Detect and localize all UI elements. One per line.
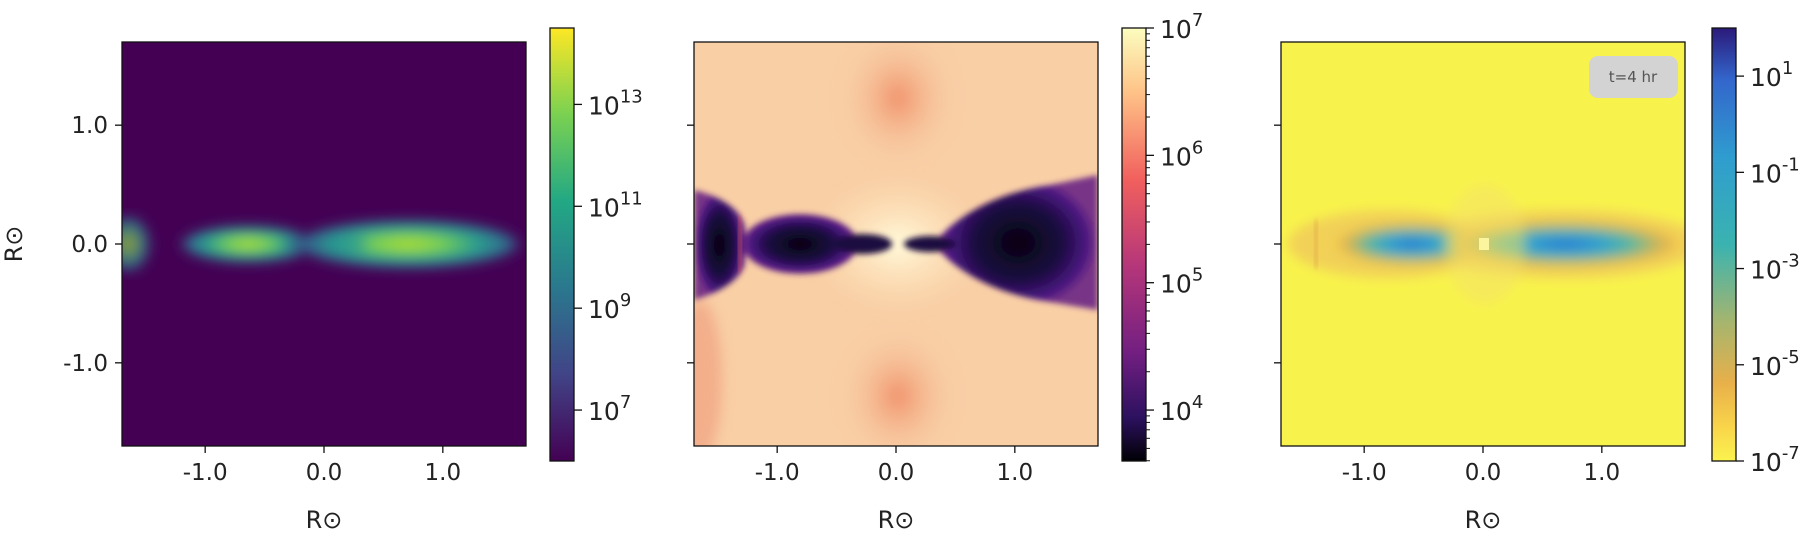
colorbar-tick-label: 101 [1750,58,1793,92]
x-tick-label: 0.0 [306,460,343,486]
panel-3-annotation-badge: t=4 hr [1589,56,1678,98]
panel-3-colorbar [1711,27,1737,462]
panel-1-y-axis: 1.0 0.0 -1.0 [63,113,122,377]
colorbar-tick-label: 106 [1160,137,1203,171]
panel-1-ylabel: R⊙ [0,226,28,263]
colorbar-tick-label: 107 [588,392,631,426]
panel-2-xlabel: R⊙ [878,506,915,534]
x-tick-label: -1.0 [183,460,228,486]
x-tick-label: 1.0 [997,460,1034,486]
panel-1-colorbar [549,27,575,462]
x-tick-label: 1.0 [425,460,462,486]
x-tick-label: -1.0 [755,460,800,486]
colorbar-tick-label: 10-7 [1750,443,1800,477]
panel-2-colorbar [1121,27,1147,462]
colorbar-tick-label: 109 [588,290,631,324]
colorbar-tick-label: 104 [1160,392,1203,426]
panel-3-x-axis: -1.0 0.0 1.0 [1342,446,1620,486]
panel-3-y-axis [1274,124,1281,364]
colorbar-tick-label: 10-5 [1750,347,1800,381]
colorbar-tick-label: 1011 [588,188,643,222]
panel-1-xlabel: R⊙ [306,506,343,534]
panel-1-image [122,42,526,446]
panel-2-y-axis [687,124,694,364]
panel-2: -1.0 0.0 1.0 R⊙ 107 106 105 104 [687,10,1203,534]
panel-2-image [694,42,1098,446]
colorbar-tick-label: 105 [1160,265,1203,299]
y-tick-label: 0.0 [71,232,108,258]
panel-1-colorbar-ticks: 1013 1011 109 107 [574,86,643,426]
y-tick-label: -1.0 [63,351,108,377]
colorbar-tick-label: 10-1 [1750,154,1800,188]
y-tick-label: 1.0 [71,113,108,139]
panel-1: -1.0 0.0 1.0 1.00.0-1.0 R⊙ R⊙ 101310111091… [0,27,643,534]
panel-3-xlabel: R⊙ [1465,506,1502,534]
panel-2-colorbar-ticks: 107 106 105 104 [1146,10,1203,462]
colorbar-tick-label: 1013 [588,86,643,120]
panel-3-image [1281,42,1685,446]
colorbar-tick-label: 10-3 [1750,251,1800,285]
panel-3: t=4 hr -1.0 0.0 1.0 R⊙ 101 10-1 10-3 10-5 10-7 [1274,27,1800,534]
panel-2-x-axis: -1.0 0.0 1.0 [755,446,1033,486]
panel-3-colorbar-ticks: 101 10-1 10-3 10-5 10-7 [1736,58,1800,477]
x-tick-label: -1.0 [1342,460,1387,486]
x-tick-label: 0.0 [1465,460,1502,486]
x-tick-label: 0.0 [878,460,915,486]
x-tick-label: 1.0 [1584,460,1621,486]
colorbar-tick-label: 107 [1160,10,1203,44]
panel-3-annotation: t=4 hr [1609,68,1658,86]
panel-1-x-axis: -1.0 0.0 1.0 [183,446,461,486]
